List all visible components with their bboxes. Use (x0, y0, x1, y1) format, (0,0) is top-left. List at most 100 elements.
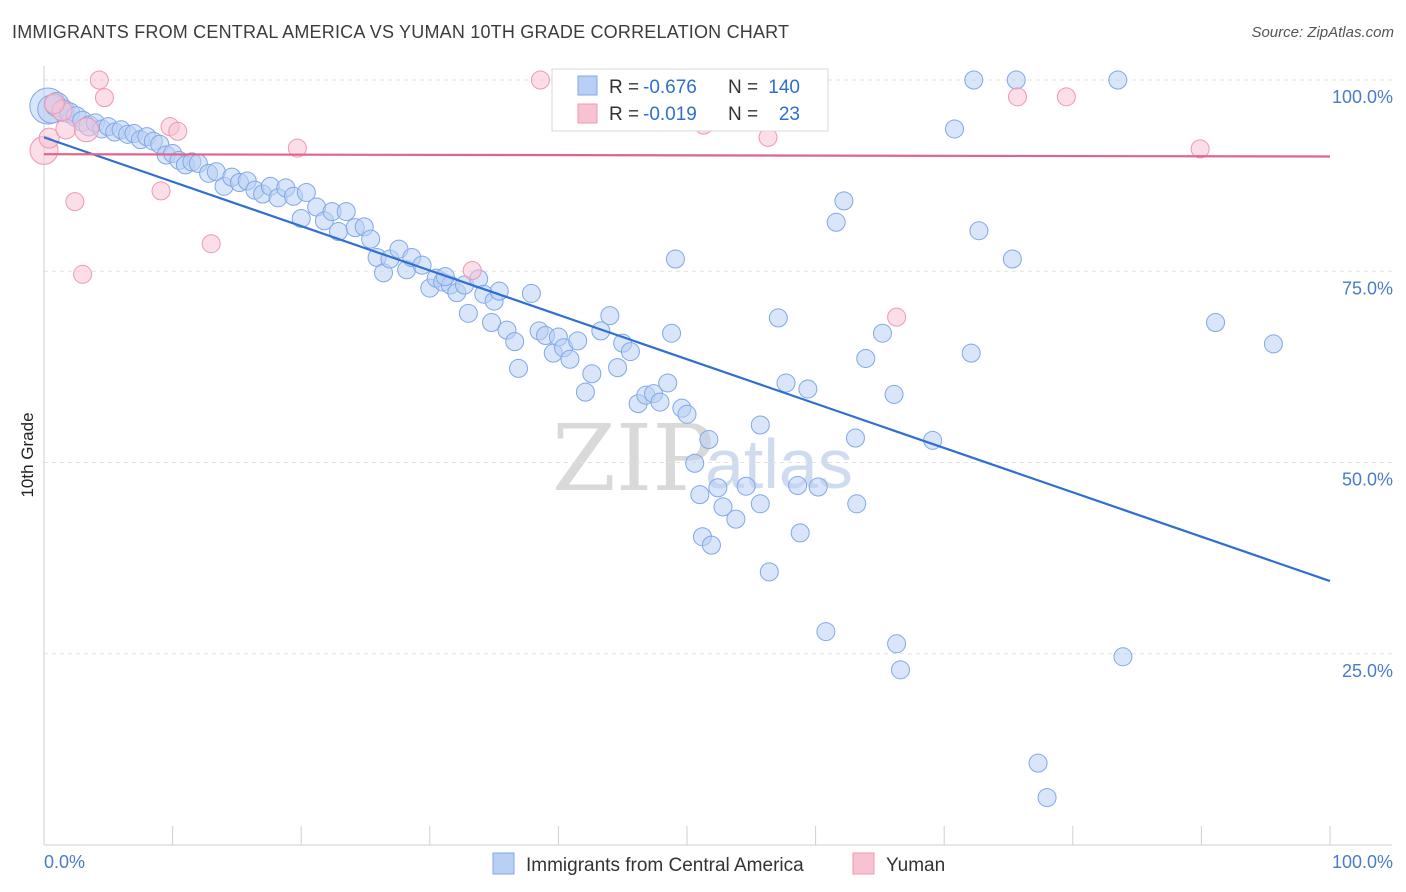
legend-swatch-yuman (852, 852, 875, 875)
point-central-america (521, 283, 541, 303)
gridlines (44, 79, 1392, 655)
point-central-america (620, 342, 640, 362)
point-central-america (291, 208, 311, 228)
point-central-america (582, 364, 602, 384)
stats-swatch-blue (577, 75, 598, 96)
point-central-america (505, 332, 525, 352)
stats-r-label-1: R = (609, 77, 639, 98)
y-tick-label: 50.0% (1342, 470, 1393, 490)
legend-label-yuman: Yuman (886, 855, 945, 876)
point-yuman (151, 181, 171, 201)
legend-label-central-america: Immigrants from Central America (526, 855, 804, 876)
point-central-america (1037, 788, 1057, 808)
point-central-america (736, 476, 756, 496)
point-central-america (665, 249, 685, 269)
point-central-america (685, 453, 705, 473)
point-yuman (73, 117, 99, 143)
point-central-america (726, 509, 746, 529)
point-central-america (776, 373, 796, 393)
point-yuman (1056, 87, 1076, 107)
point-yuman (1190, 139, 1210, 159)
point-central-america (961, 343, 981, 363)
y-tick-labels: 25.0% 50.0% 75.0% 100.0% (1332, 87, 1393, 681)
stats-box-frame (551, 68, 829, 132)
point-yuman (168, 121, 188, 141)
y-tick-label: 75.0% (1342, 278, 1393, 298)
x-tick-label-max: 100.0% (1332, 852, 1393, 872)
legend: Immigrants from Central America Yuman (492, 852, 945, 876)
series-yuman-points (29, 70, 1210, 327)
point-central-america (713, 497, 733, 517)
point-central-america (575, 382, 595, 402)
stats-n-value-1: 140 (768, 77, 800, 98)
series-central-america-points (29, 70, 1283, 808)
point-central-america (944, 119, 964, 139)
point-central-america (336, 202, 356, 222)
chart-title: IMMIGRANTS FROM CENTRAL AMERICA VS YUMAN… (12, 22, 790, 42)
point-yuman (94, 88, 114, 108)
point-central-america (509, 358, 529, 378)
point-central-america (847, 494, 867, 514)
point-central-america (1006, 70, 1026, 90)
point-central-america (816, 622, 836, 642)
point-central-america (845, 428, 865, 448)
point-central-america (296, 182, 316, 202)
stats-n-value-2: 23 (779, 104, 800, 125)
stats-swatch-pink (577, 103, 598, 124)
point-central-america (768, 308, 788, 328)
point-central-america (482, 313, 502, 333)
point-yuman (89, 70, 109, 90)
point-central-america (856, 348, 876, 368)
legend-swatch-central-america (492, 852, 515, 875)
point-yuman (530, 70, 550, 90)
point-central-america (1028, 753, 1048, 773)
point-central-america (1263, 334, 1283, 354)
point-central-america (591, 321, 611, 341)
point-central-america (608, 358, 628, 378)
point-yuman (287, 138, 307, 158)
watermark-atlas: atlas (705, 425, 853, 503)
point-yuman (887, 307, 907, 327)
stats-box: R = -0.676 N = 140 R = -0.019 N = 23 (551, 68, 829, 132)
point-central-america (458, 303, 478, 323)
point-central-america (600, 306, 620, 326)
point-yuman (55, 118, 77, 140)
stats-n-label-1: N = (728, 77, 758, 98)
point-central-america (750, 494, 770, 514)
point-central-america (650, 392, 670, 412)
y-tick-label: 25.0% (1342, 661, 1393, 681)
point-central-america (560, 349, 580, 369)
point-central-america (969, 221, 989, 241)
point-central-america (790, 523, 810, 543)
point-central-america (690, 485, 710, 505)
stats-r-label-2: R = (609, 104, 639, 125)
point-central-america (964, 70, 984, 90)
point-central-america (834, 191, 854, 211)
point-central-america (658, 373, 678, 393)
trend-lines (43, 136, 1331, 583)
point-central-america (759, 562, 779, 582)
point-central-america (361, 229, 381, 249)
point-central-america (1206, 313, 1226, 333)
point-central-america (798, 379, 818, 399)
point-central-america (890, 660, 910, 680)
point-central-america (677, 404, 697, 424)
stats-r-value-1: -0.676 (643, 77, 697, 98)
y-tick-label: 100.0% (1332, 87, 1393, 107)
point-central-america (750, 415, 770, 435)
x-tick-label-min: 0.0% (44, 852, 85, 872)
point-yuman (65, 192, 85, 212)
point-yuman (43, 93, 65, 115)
point-central-america (808, 477, 828, 497)
point-central-america (1108, 70, 1128, 90)
point-yuman (201, 234, 221, 254)
point-central-america (699, 430, 719, 450)
point-central-america (826, 212, 846, 232)
point-central-america (884, 384, 904, 404)
point-central-america (872, 323, 892, 343)
source-label: Source: ZipAtlas.com (1251, 24, 1394, 41)
stats-r-value-2: -0.019 (643, 104, 697, 125)
trend-line-yuman (43, 153, 1331, 158)
point-yuman (73, 264, 93, 284)
